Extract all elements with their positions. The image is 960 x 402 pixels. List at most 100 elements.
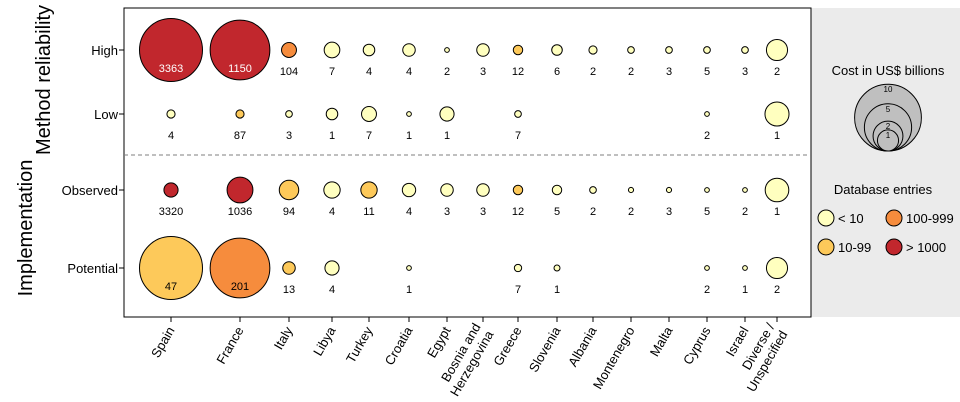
bubble-potential-italy: [282, 261, 296, 275]
bubble-low-spain: [166, 109, 176, 119]
value-label-potential-cyprus: 2: [704, 284, 710, 296]
value-label-observed-slovenia: 5: [554, 206, 560, 218]
bubble-high-montenegro: [627, 46, 635, 54]
x-tick-label-italy: Italy: [271, 324, 296, 353]
value-label-high-albania: 2: [590, 66, 596, 78]
bubble-high-egypt: [444, 47, 450, 53]
value-label-low-libya: 1: [329, 130, 335, 142]
color-legend-label-100-999: 100-999: [906, 211, 954, 226]
bubble-observed-france: [226, 176, 254, 204]
bubble-observed-slovenia: [551, 184, 563, 196]
bubble-potential-croatia: [406, 265, 412, 271]
bubble-high-france: [209, 19, 271, 81]
value-label-high-croatia: 4: [406, 66, 412, 78]
size-legend-circle-1: [876, 129, 900, 152]
legend-background: [811, 8, 960, 317]
value-label-high-montenegro: 2: [628, 66, 634, 78]
size-legend-label-5: 5: [886, 105, 891, 114]
color-legend-swatch-10: [817, 209, 835, 227]
bubble-observed-diverse-unspecified: [764, 177, 790, 203]
bubble-observed-spain: [163, 182, 179, 198]
value-label-observed-libya: 4: [329, 206, 335, 218]
value-label-high-israel: 3: [742, 66, 748, 78]
bubble-high-bosnia-and-herzegovina: [476, 43, 490, 57]
value-label-high-diverse-unspecified: 2: [774, 66, 780, 78]
bubble-high-libya: [323, 41, 341, 59]
bubble-high-diverse-unspecified: [765, 38, 789, 62]
value-label-potential-slovenia: 1: [554, 284, 560, 296]
bubble-observed-israel: [742, 187, 748, 193]
x-tick-label-cyprus: Cyprus: [680, 324, 714, 368]
color-legend-label-10-99: 10-99: [838, 240, 871, 255]
x-tick-label-slovenia: Slovenia: [526, 323, 564, 374]
bubble-low-turkey: [361, 106, 377, 122]
value-label-low-italy: 3: [286, 130, 292, 142]
bubble-potential-spain: [139, 236, 203, 300]
value-label-low-turkey: 7: [366, 130, 372, 142]
value-label-potential-greece: 7: [515, 284, 521, 296]
bubble-low-cyprus: [704, 111, 710, 117]
value-label-high-italy: 104: [280, 66, 298, 78]
bubble-high-italy: [281, 42, 297, 58]
x-tick-label-malta: Malta: [647, 323, 676, 359]
x-tick-label-egypt: Egypt: [424, 324, 454, 361]
x-axis: Spain France Italy Libya Turkey Croatia EgyptB…: [148, 317, 791, 399]
value-label-observed-greece: 12: [512, 206, 524, 218]
bubble-high-croatia: [402, 43, 416, 57]
value-label-high-cyprus: 5: [704, 66, 710, 78]
bubble-high-cyprus: [703, 46, 711, 54]
value-label-low-france: 87: [234, 130, 246, 142]
value-label-low-cyprus: 2: [704, 130, 710, 142]
bubble-observed-turkey: [360, 181, 378, 199]
bubble-observed-egypt: [440, 183, 454, 197]
value-label-observed-croatia: 4: [406, 206, 412, 218]
row-label-low: Low: [94, 107, 118, 122]
bubble-high-malta: [665, 46, 673, 54]
value-label-potential-libya: 4: [329, 284, 335, 296]
bubble-low-egypt: [439, 106, 455, 122]
size-legend: 10 5 21: [854, 83, 922, 152]
value-label-observed-diverse-unspecified: 1: [774, 206, 780, 218]
bubble-high-albania: [588, 45, 598, 55]
value-label-potential-israel: 1: [742, 284, 748, 296]
value-label-observed-malta: 3: [666, 206, 672, 218]
x-tick-label-albania: Albania: [565, 323, 600, 369]
size-legend-label-1: 1: [886, 131, 891, 140]
value-label-low-egypt: 1: [444, 130, 450, 142]
value-label-observed-montenegro: 2: [628, 206, 634, 218]
bubble-low-greece: [514, 110, 522, 118]
size-legend-label-10: 10: [884, 85, 893, 94]
value-label-low-croatia: 1: [406, 130, 412, 142]
x-tick-label-greece: Greece: [490, 324, 524, 368]
bubble-high-greece: [512, 44, 524, 56]
value-label-high-greece: 12: [512, 66, 524, 78]
bubble-high-turkey: [362, 43, 376, 57]
size-legend-label-2: 2: [886, 122, 891, 131]
color-legend: < 10 100-999 10-99 > 1000: [817, 209, 954, 256]
bubble-potential-slovenia: [553, 264, 561, 272]
bubble-low-diverse-unspecified: [764, 101, 790, 127]
value-label-high-bosnia-and-herzegovina: 3: [480, 66, 486, 78]
bubble-potential-cyprus: [704, 265, 710, 271]
x-tick-label-france: France: [213, 324, 246, 367]
value-label-high-egypt: 2: [444, 66, 450, 78]
row-label-observed: Observed: [62, 183, 118, 198]
bubble-observed-albania: [589, 186, 597, 194]
value-label-high-libya: 7: [329, 66, 335, 78]
bubble-observed-cyprus: [704, 187, 710, 193]
value-label-observed-france: 1036: [228, 206, 252, 218]
color-legend-title: Database entries: [834, 182, 933, 197]
bubble-low-libya: [325, 107, 339, 121]
color-legend-swatch-10-99: [817, 238, 835, 256]
value-label-high-spain: 3363: [159, 63, 183, 75]
value-label-observed-spain: 3320: [159, 206, 183, 218]
bubble-observed-croatia: [401, 182, 417, 198]
bubble-potential-greece: [513, 263, 523, 273]
size-legend-title: Cost in US$ billions: [832, 63, 945, 78]
row-label-potential: Potential: [67, 261, 118, 276]
bubble-observed-bosnia-and-herzegovina: [476, 183, 490, 197]
bubbles: 3363 1150 104 7 4 4 2 3 12 6 2 2 3 5 3 24 87 3 1 7 1 1 7 2 13320…: [139, 18, 790, 300]
value-label-potential-diverse-unspecified: 2: [774, 284, 780, 296]
bubble-potential-libya: [324, 260, 340, 276]
value-label-potential-italy: 13: [283, 284, 295, 296]
